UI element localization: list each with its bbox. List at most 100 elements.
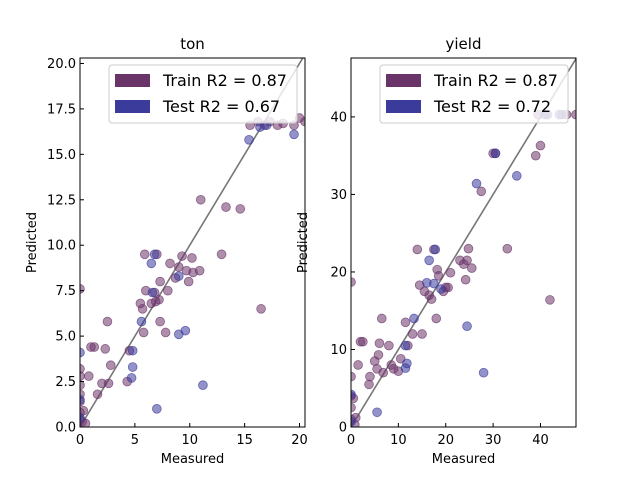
data-point-train bbox=[502, 243, 513, 254]
data-point-train bbox=[92, 389, 103, 400]
data-point-train bbox=[187, 253, 197, 263]
data-point-train bbox=[530, 150, 541, 161]
y-tick-label: 10.0 bbox=[47, 239, 76, 254]
data-point-test bbox=[372, 407, 382, 418]
x-axis-label: Measured bbox=[161, 452, 225, 467]
x-tick-label: 5 bbox=[131, 433, 139, 448]
legend-box bbox=[108, 64, 298, 124]
data-point-train bbox=[155, 276, 165, 287]
data-point-train bbox=[353, 360, 363, 370]
y-tick-label: 20 bbox=[330, 265, 347, 280]
data-point-train bbox=[137, 304, 148, 314]
data-point-train bbox=[165, 258, 175, 269]
data-point-train bbox=[80, 380, 85, 390]
data-point-train bbox=[374, 338, 385, 349]
x-tick-label: 10 bbox=[390, 433, 407, 448]
legend-swatch bbox=[386, 74, 421, 87]
points-layer bbox=[80, 113, 305, 427]
data-point-train bbox=[195, 194, 206, 205]
data-point-train bbox=[417, 329, 427, 339]
data-point-train bbox=[100, 344, 111, 354]
data-point-test bbox=[289, 129, 299, 140]
data-point-train bbox=[216, 249, 227, 260]
data-point-train bbox=[378, 367, 389, 378]
data-point-test bbox=[126, 373, 137, 383]
data-point-test bbox=[173, 271, 184, 281]
data-point-train bbox=[256, 304, 266, 314]
y-tick-label: 15.0 bbox=[47, 148, 76, 163]
x-tick-label: 30 bbox=[485, 433, 502, 448]
points-layer bbox=[351, 109, 576, 427]
data-point-train bbox=[460, 274, 471, 285]
data-point-train bbox=[138, 327, 149, 338]
data-point-test bbox=[80, 413, 85, 423]
data-point-train bbox=[154, 294, 164, 305]
data-point-train bbox=[412, 244, 423, 255]
data-point-train bbox=[194, 265, 205, 276]
data-point-test bbox=[424, 255, 434, 266]
y-tick-label: 0 bbox=[339, 421, 347, 436]
data-point-test bbox=[180, 325, 191, 336]
data-point-test bbox=[511, 171, 522, 181]
data-point-train bbox=[183, 276, 194, 287]
x-tick-label: 10 bbox=[181, 433, 198, 448]
data-point-test bbox=[198, 380, 208, 390]
legend-label: Train R2 = 0.87 bbox=[162, 71, 287, 90]
data-point-train bbox=[426, 294, 437, 304]
data-point-test bbox=[80, 394, 85, 405]
x-tick-label: 0 bbox=[76, 433, 84, 448]
axes-frame bbox=[350, 57, 577, 428]
data-point-test bbox=[402, 358, 412, 369]
data-point-train bbox=[373, 350, 384, 360]
data-point-train bbox=[103, 378, 114, 389]
data-point-train bbox=[221, 202, 231, 212]
data-point-train bbox=[89, 342, 100, 352]
x-tick-label: 0 bbox=[347, 433, 355, 448]
data-point-train bbox=[400, 317, 411, 328]
y-tick-label: 40 bbox=[330, 110, 347, 125]
legend-swatch bbox=[115, 100, 150, 113]
data-point-train bbox=[376, 313, 387, 324]
data-point-train bbox=[384, 340, 394, 351]
data-point-train bbox=[365, 371, 375, 382]
data-point-test bbox=[400, 340, 411, 351]
data-point-train bbox=[463, 243, 474, 254]
legend-swatch bbox=[386, 100, 421, 113]
legend-swatch bbox=[115, 74, 150, 87]
y-axis-label: Predicted bbox=[25, 212, 40, 273]
y-tick-label: 30 bbox=[330, 188, 347, 203]
y-axis-label: Predicted bbox=[296, 212, 311, 273]
legend-label: Test R2 = 0.72 bbox=[433, 97, 551, 116]
legend: Train R2 = 0.87 Test R2 = 0.67 bbox=[108, 64, 298, 124]
data-point-test bbox=[136, 316, 147, 327]
data-point-train bbox=[300, 116, 305, 127]
legend: Train R2 = 0.87 Test R2 = 0.72 bbox=[379, 64, 569, 124]
data-point-test bbox=[244, 134, 254, 145]
panel-title: yield bbox=[446, 35, 482, 53]
x-tick-label: 15 bbox=[236, 433, 253, 448]
y-tick-label: 20.0 bbox=[47, 57, 76, 72]
data-point-train bbox=[445, 267, 456, 278]
x-tick-label: 20 bbox=[291, 433, 308, 448]
data-point-test bbox=[478, 367, 489, 378]
y-tick-label: 7.5 bbox=[55, 284, 76, 299]
data-point-test bbox=[127, 362, 138, 372]
data-point-test bbox=[80, 347, 85, 358]
data-point-train bbox=[155, 316, 165, 327]
x-axis-label: Measured bbox=[432, 452, 496, 467]
axes-frame bbox=[79, 57, 306, 428]
data-point-test bbox=[462, 321, 472, 332]
y-tick-label: 0.0 bbox=[55, 421, 76, 436]
data-point-train bbox=[177, 251, 187, 261]
data-point-train bbox=[431, 313, 442, 324]
data-point-train bbox=[83, 371, 94, 381]
data-point-train bbox=[163, 285, 173, 296]
data-point-test bbox=[152, 404, 162, 414]
data-point-test bbox=[127, 345, 138, 356]
legend-box bbox=[379, 64, 569, 124]
data-point-train bbox=[102, 316, 113, 327]
data-point-test bbox=[430, 244, 441, 255]
legend-label: Train R2 = 0.87 bbox=[433, 71, 558, 90]
data-point-train bbox=[462, 255, 472, 266]
